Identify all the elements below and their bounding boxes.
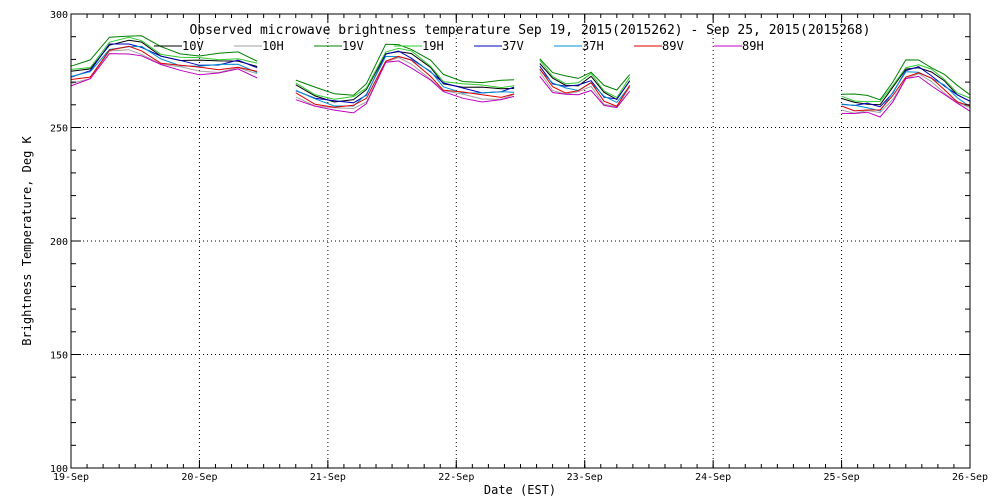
series-line-19h bbox=[70, 36, 971, 103]
x-tick-label: 21-Sep bbox=[310, 472, 346, 483]
y-tick-label: 150 bbox=[50, 351, 68, 362]
y-axis-title: Brightness Temperature, Deg K bbox=[20, 135, 34, 345]
series-line-89v bbox=[70, 45, 971, 112]
chart-title: Observed microwave brightness temperatur… bbox=[190, 23, 871, 38]
legend-label-37v: 37V bbox=[502, 39, 524, 53]
y-tick-label: 250 bbox=[50, 124, 68, 135]
legend: 10V 10H 19V 19H 37V 37H 89V 89H bbox=[154, 39, 764, 53]
series-line-10h bbox=[70, 49, 971, 114]
x-tick-label: 24-Sep bbox=[695, 472, 731, 483]
x-tick-label: 25-Sep bbox=[824, 472, 860, 483]
x-axis-title: Date (EST) bbox=[484, 483, 556, 497]
y-tick-label: 200 bbox=[50, 237, 68, 248]
legend-label-19v: 19V bbox=[342, 39, 364, 53]
x-tick-label: 26-Sep bbox=[952, 472, 988, 483]
series-line-37h bbox=[70, 45, 971, 112]
x-tick-label: 19-Sep bbox=[53, 472, 89, 483]
x-tick-label: 23-Sep bbox=[567, 472, 603, 483]
series-lines bbox=[70, 35, 971, 118]
y-tick-label: 300 bbox=[50, 10, 68, 21]
legend-label-89h: 89H bbox=[742, 39, 764, 53]
series-line-37v bbox=[70, 43, 971, 108]
x-tick-label: 20-Sep bbox=[181, 472, 217, 483]
grid bbox=[71, 14, 970, 468]
y-tick-label: 100 bbox=[50, 464, 68, 475]
series-line-19v bbox=[70, 35, 971, 101]
legend-label-89v: 89V bbox=[662, 39, 684, 53]
legend-label-19h: 19H bbox=[422, 39, 444, 53]
legend-label-10v: 10V bbox=[182, 39, 204, 53]
legend-label-10h: 10H bbox=[262, 39, 284, 53]
x-tick-label: 22-Sep bbox=[438, 472, 474, 483]
series-line-89h bbox=[70, 53, 971, 118]
axes: 19-Sep 20-Sep 21-Sep 22-Sep 23-Sep 24-Sep 25-S… bbox=[50, 10, 988, 483]
legend-label-37h: 37H bbox=[582, 39, 604, 53]
